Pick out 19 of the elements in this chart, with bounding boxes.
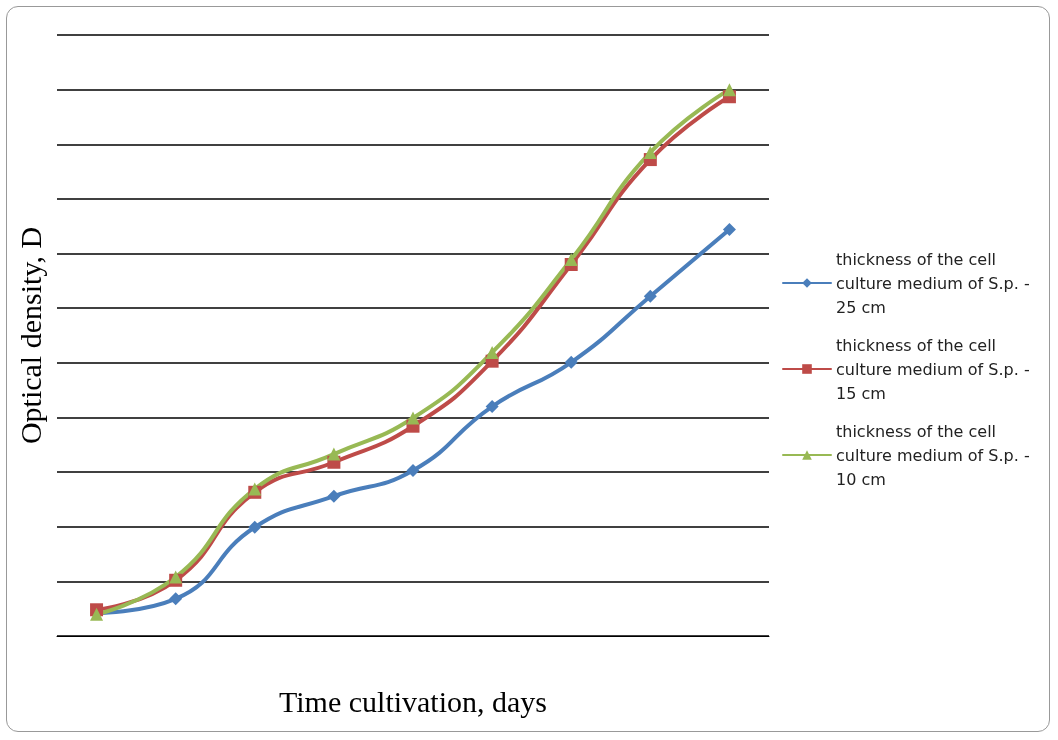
x-axis-title: Time cultivation, days <box>278 684 548 718</box>
point <box>406 411 420 425</box>
point <box>564 355 578 369</box>
point <box>564 253 578 267</box>
point <box>406 463 420 477</box>
point <box>485 345 499 359</box>
legend-label: thickness of the cell culture medium of S.p. - 25 cm <box>836 249 1035 317</box>
point <box>722 223 736 237</box>
point <box>485 400 499 414</box>
point <box>327 447 341 461</box>
legend-label: thickness of the cell culture medium of S.p. - 15 cm <box>836 335 1035 403</box>
point <box>722 83 736 97</box>
y-axis-title: Optical density, D <box>13 226 47 445</box>
point <box>327 489 341 503</box>
point <box>248 520 262 534</box>
point <box>643 145 657 159</box>
point <box>169 592 183 606</box>
legend-label: thickness of the cell culture medium of S.p. - 10 cm <box>836 421 1035 489</box>
point <box>643 289 657 303</box>
